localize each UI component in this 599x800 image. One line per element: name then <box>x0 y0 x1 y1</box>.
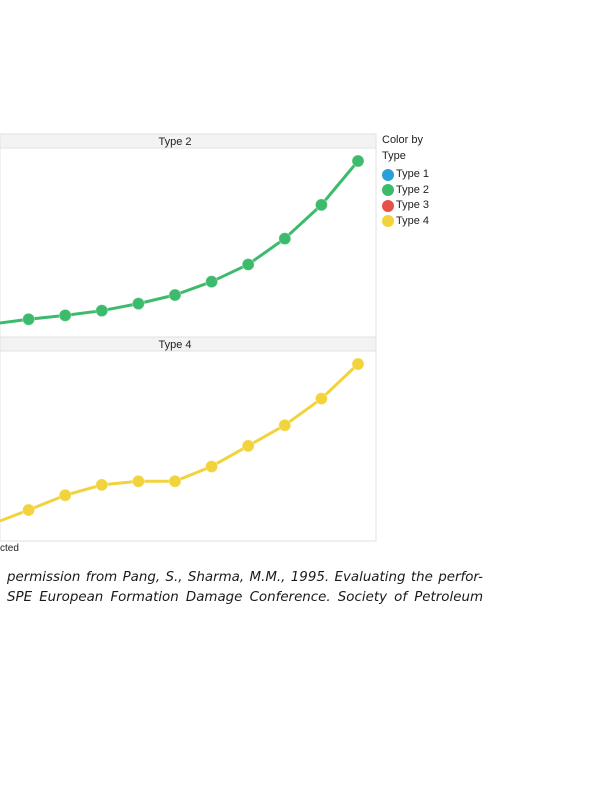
data-point[interactable] <box>95 304 109 318</box>
data-point[interactable] <box>168 474 182 488</box>
legend-label: Type 1 <box>396 168 430 180</box>
legend-title: Color by Type <box>382 134 423 162</box>
data-point[interactable] <box>278 418 292 432</box>
legend-item-type-4[interactable]: Type 4 <box>382 214 429 230</box>
legend-swatch-type-1 <box>382 168 394 181</box>
data-point[interactable] <box>314 392 328 406</box>
legend-swatch-type-2 <box>382 184 394 197</box>
caption-line-2: SPE European Formation Damage Conference… <box>7 590 483 605</box>
legend-label: Type 3 <box>396 199 430 211</box>
legend-label: Type 2 <box>396 183 430 196</box>
legend: Color by Type Type 1 Type 2 Type 3 Type … <box>382 133 429 229</box>
data-point[interactable] <box>131 474 145 488</box>
chart: Type 2 Type 4 <box>0 133 377 542</box>
data-point[interactable] <box>58 488 72 502</box>
data-point[interactable] <box>314 198 328 212</box>
data-point[interactable] <box>131 297 145 311</box>
data-point[interactable] <box>58 308 72 322</box>
data-point[interactable] <box>205 275 219 289</box>
legend-swatch-type-3 <box>382 199 394 212</box>
legend-swatch-type-4 <box>382 215 394 228</box>
data-point[interactable] <box>95 478 109 492</box>
legend-item-type-2[interactable]: Type 2 <box>382 183 429 199</box>
data-point[interactable] <box>351 357 365 371</box>
panel-header-type-2: Type 2 <box>158 136 191 148</box>
panel-header-type-4: Type 4 <box>158 339 191 351</box>
data-point[interactable] <box>22 503 36 517</box>
figure-caption: permission from Pang, S., Sharma, M.M., … <box>7 568 483 608</box>
panel-type-4: Type 4 <box>0 336 377 542</box>
data-point[interactable] <box>22 312 36 326</box>
data-point[interactable] <box>241 439 255 453</box>
caption-line-1: permission from Pang, S., Sharma, M.M., … <box>7 570 483 585</box>
series-type-2 <box>0 154 365 326</box>
data-point[interactable] <box>205 459 219 473</box>
axis-label-fragment: cted <box>0 543 19 554</box>
data-point[interactable] <box>241 257 255 271</box>
data-point[interactable] <box>351 154 365 168</box>
data-point[interactable] <box>278 232 292 246</box>
legend-item-type-3[interactable]: Type 3 <box>382 198 429 214</box>
series-type-4 <box>0 357 365 523</box>
data-point[interactable] <box>168 288 182 302</box>
legend-label: Type 4 <box>396 214 430 227</box>
legend-item-type-1[interactable]: Type 1 <box>382 167 429 183</box>
panel-type-2: Type 2 <box>0 133 377 338</box>
